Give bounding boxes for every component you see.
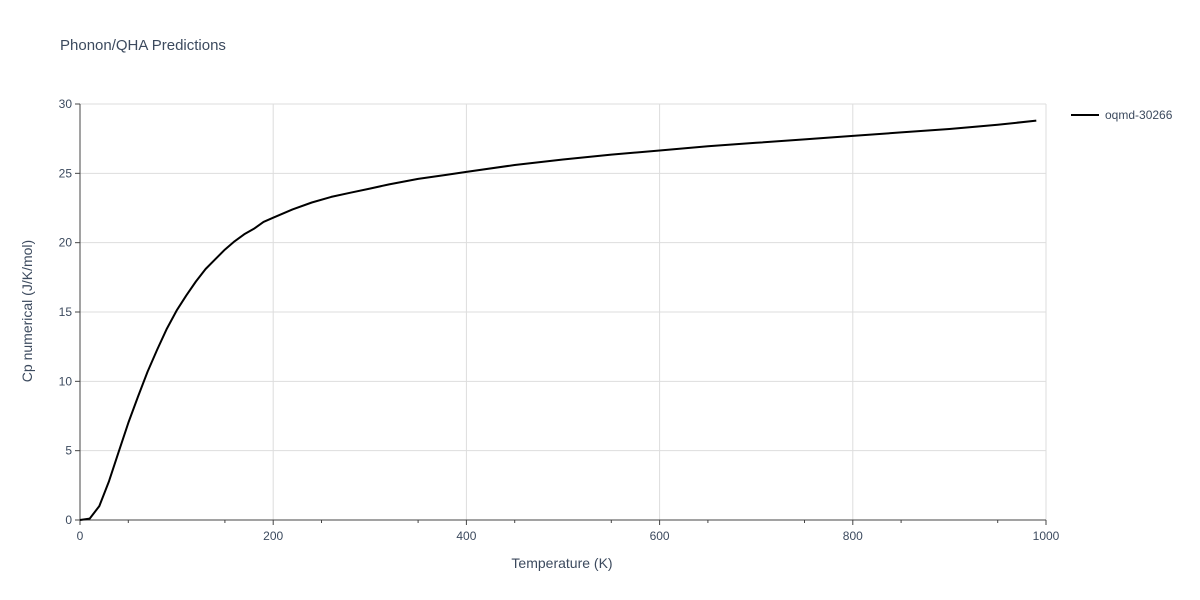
y-tick-label: 20 <box>59 236 73 250</box>
y-tick-label: 25 <box>59 166 73 180</box>
gridlines <box>80 103 1047 520</box>
series-line-oqmd-30266 <box>79 119 1037 521</box>
y-tick-label: 0 <box>65 513 72 527</box>
x-tick-label: 200 <box>263 529 283 543</box>
series-group <box>79 119 1037 521</box>
y-tick-label: 5 <box>65 444 72 458</box>
x-tick-label: 800 <box>843 529 863 543</box>
y-tick-label: 15 <box>59 305 73 319</box>
legend-label-oqmd-30266: oqmd-30266 <box>1105 108 1173 122</box>
x-tick-label: 1000 <box>1033 529 1060 543</box>
x-tick-label: 0 <box>77 529 84 543</box>
y-tick-label: 30 <box>59 97 73 111</box>
x-axis-title: Temperature (K) <box>511 555 612 571</box>
y-tick-label: 10 <box>59 374 73 388</box>
x-tick-label: 400 <box>456 529 476 543</box>
tick-labels: 0 200 400 600 800 1000 0 5 10 15 20 25 30 <box>59 97 1060 543</box>
legend[interactable]: oqmd-30266 <box>1071 108 1173 122</box>
chart-title: Phonon/QHA Predictions <box>60 37 226 54</box>
axes <box>75 103 1047 525</box>
y-axis-title: Cp numerical (J/K/mol) <box>19 240 35 382</box>
x-tick-label: 600 <box>650 529 670 543</box>
